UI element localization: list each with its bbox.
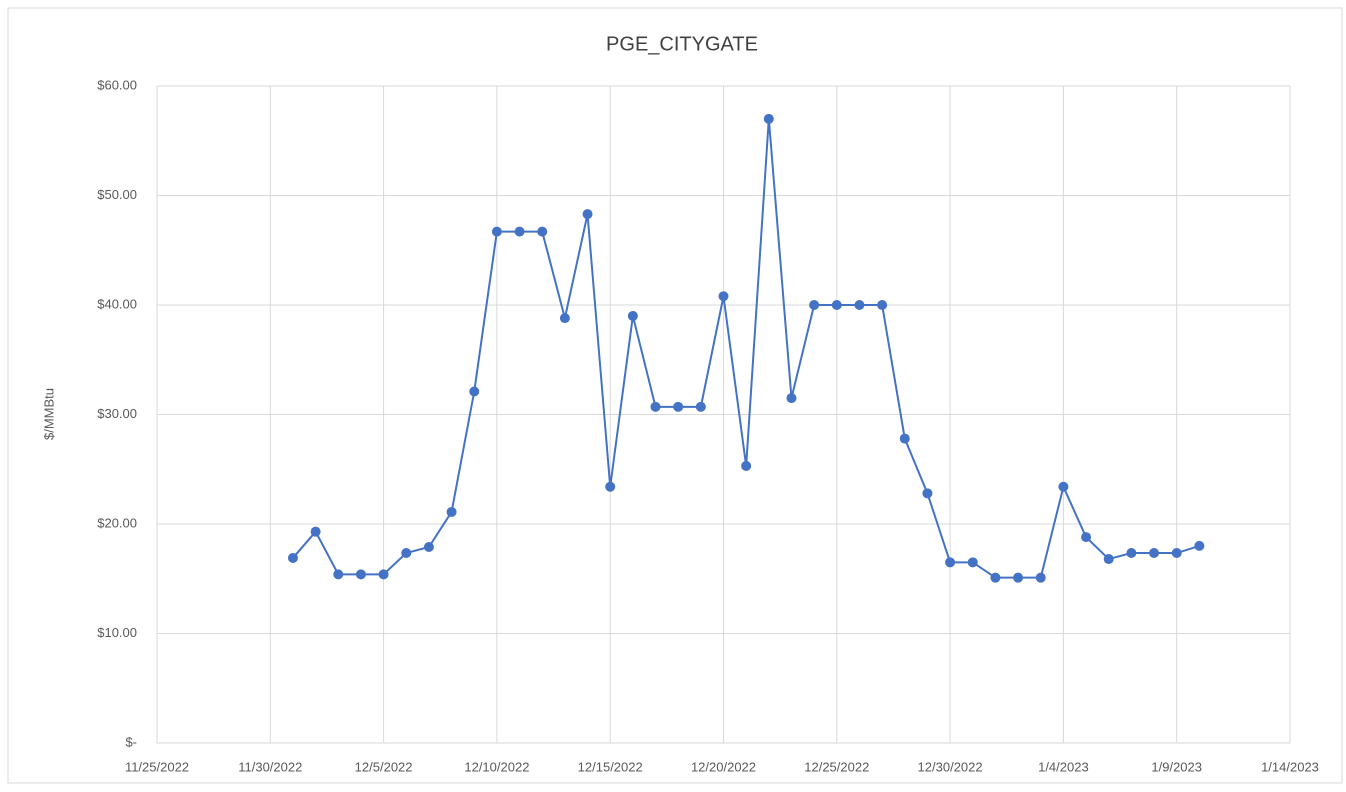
data-point — [1103, 554, 1114, 565]
data-point — [1058, 481, 1069, 492]
data-point — [695, 401, 706, 412]
data-point — [854, 300, 865, 310]
x-tick-label: 12/25/2022 — [804, 759, 869, 774]
y-tick-label: $30.00 — [97, 406, 137, 421]
data-point — [809, 300, 820, 310]
x-tick-label: 1/14/2023 — [1261, 759, 1319, 774]
x-tick-label: 12/30/2022 — [918, 759, 983, 774]
data-point — [877, 300, 888, 310]
data-point — [1081, 532, 1092, 543]
data-point — [491, 226, 502, 237]
data-point — [605, 481, 616, 492]
data-point — [1194, 540, 1205, 551]
data-point — [763, 113, 774, 124]
data-point — [741, 460, 752, 471]
x-tick-label: 12/20/2022 — [691, 759, 756, 774]
data-point — [287, 552, 298, 563]
data-point — [786, 393, 797, 404]
data-point — [537, 226, 548, 237]
data-point — [1149, 548, 1160, 559]
y-tick-label: $20.00 — [97, 515, 137, 530]
data-point — [831, 300, 842, 310]
data-point — [333, 569, 344, 580]
data-point — [1171, 548, 1182, 559]
data-point — [423, 541, 434, 552]
data-point — [1035, 572, 1046, 583]
chart-border — [7, 7, 1343, 784]
x-tick-label: 1/9/2023 — [1151, 759, 1202, 774]
y-tick-label: $- — [125, 734, 137, 749]
x-tick-label: 1/4/2023 — [1038, 759, 1089, 774]
x-tick-label: 12/5/2022 — [355, 759, 413, 774]
y-axis-label: $/MMBtu — [41, 388, 56, 440]
data-point — [650, 401, 661, 412]
y-tick-label: $50.00 — [97, 187, 137, 202]
y-tick-label: $60.00 — [97, 77, 137, 92]
data-point — [967, 557, 978, 568]
data-point — [378, 569, 389, 580]
data-point — [673, 401, 684, 412]
data-point — [310, 526, 321, 537]
data-point — [945, 557, 956, 568]
data-point — [469, 386, 480, 397]
data-point — [559, 313, 570, 324]
data-point — [899, 433, 910, 444]
data-point — [718, 291, 729, 302]
x-tick-label: 11/25/2022 — [125, 759, 189, 774]
chart-title: PGE_CITYGATE — [606, 33, 758, 55]
data-point — [355, 569, 366, 580]
data-point — [990, 572, 1001, 583]
x-tick-label: 12/10/2022 — [464, 759, 529, 774]
data-point — [627, 310, 638, 321]
data-point — [1126, 548, 1137, 559]
data-point — [582, 209, 593, 220]
y-tick-label: $10.00 — [97, 625, 137, 640]
x-tick-label: 11/30/2022 — [238, 759, 302, 774]
y-tick-label: $40.00 — [97, 296, 137, 311]
data-point — [514, 226, 525, 237]
x-tick-label: 12/15/2022 — [578, 759, 643, 774]
data-point — [1013, 572, 1024, 583]
data-point — [922, 488, 933, 499]
data-point — [446, 506, 457, 517]
data-point — [401, 548, 412, 559]
